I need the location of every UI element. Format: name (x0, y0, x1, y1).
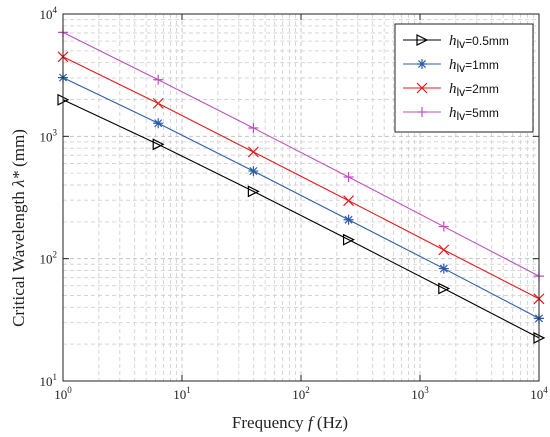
data-point-marker (152, 97, 164, 109)
series-group (57, 27, 546, 344)
asterisk-marker (343, 214, 354, 225)
y-tick-label: 101 (40, 372, 58, 389)
data-point-marker (417, 59, 427, 69)
legend-label: hlv=0.5mm (449, 33, 509, 51)
legend: hlv=0.5mm hlv=1mm hlv=2mm hlv=5mm (394, 23, 534, 133)
x-axis-symbol: f (308, 413, 315, 432)
legend-box (394, 23, 534, 133)
grid (63, 14, 539, 381)
x-tick-label: 101 (173, 385, 191, 402)
plus-marker (417, 107, 427, 117)
cross-marker (247, 146, 259, 158)
asterisk-marker (438, 263, 449, 274)
y-tick-label: 104 (40, 5, 58, 22)
data-point-marker (343, 214, 354, 225)
cross-marker (438, 244, 450, 256)
cross-marker (343, 195, 354, 207)
triangle-marker (438, 282, 451, 295)
data-point-marker (342, 233, 355, 246)
cross-marker (152, 97, 164, 109)
plus-marker (153, 74, 164, 85)
series-line (62, 77, 540, 319)
triangle-marker (247, 185, 260, 198)
data-point-marker (416, 82, 428, 94)
series-line (62, 31, 540, 277)
legend-entry-4: hlv=5mm (403, 105, 499, 123)
y-tick-label: 103 (40, 127, 58, 144)
plus-marker (343, 172, 354, 183)
legend-entry-3: hlv=2mm (403, 81, 499, 99)
x-axis-title: Frequency f (Hz) (232, 413, 348, 432)
triangle-marker (152, 138, 165, 151)
data-point-marker (248, 166, 259, 177)
x-tick-label: 102 (292, 385, 310, 402)
data-point-marker (438, 244, 450, 256)
data-point-marker (152, 138, 165, 151)
legend-label: hlv=5mm (449, 105, 499, 123)
data-point-marker (438, 221, 449, 232)
asterisk-marker (153, 118, 164, 129)
triangle-marker (342, 233, 355, 246)
data-point-marker (343, 195, 354, 207)
data-point-marker (153, 118, 164, 129)
data-point-marker (153, 74, 164, 85)
legend-label: hlv=2mm (449, 81, 499, 99)
data-point-marker (248, 122, 259, 133)
series-line (62, 56, 540, 300)
data-point-marker (417, 107, 427, 117)
x-tick-label: 100 (54, 385, 72, 402)
axes (62, 13, 540, 382)
legend-entry-2: hlv=1mm (403, 57, 499, 75)
y-axis-symbol: λ* (9, 171, 28, 188)
data-point-marker (438, 282, 451, 295)
plus-marker (438, 221, 449, 232)
data-point-marker (247, 185, 260, 198)
x-tick-label: 104 (530, 385, 548, 402)
x-tick-label: 103 (411, 385, 429, 402)
triangle-marker (416, 34, 429, 46)
y-axis-title: Critical Wavelength λ* (mm) (9, 129, 28, 327)
data-point-marker (247, 146, 259, 158)
asterisk-marker (248, 166, 259, 177)
data-point-marker (438, 263, 449, 274)
asterisk-marker (417, 59, 427, 69)
y-tick-label: 102 (40, 250, 58, 267)
data-point-marker (343, 172, 354, 183)
legend-entry-1: hlv=0.5mm (403, 33, 509, 51)
series-line (62, 99, 540, 339)
cross-marker (416, 82, 428, 94)
plus-marker (248, 122, 259, 133)
legend-label: hlv=1mm (449, 57, 499, 75)
data-point-marker (416, 34, 429, 46)
